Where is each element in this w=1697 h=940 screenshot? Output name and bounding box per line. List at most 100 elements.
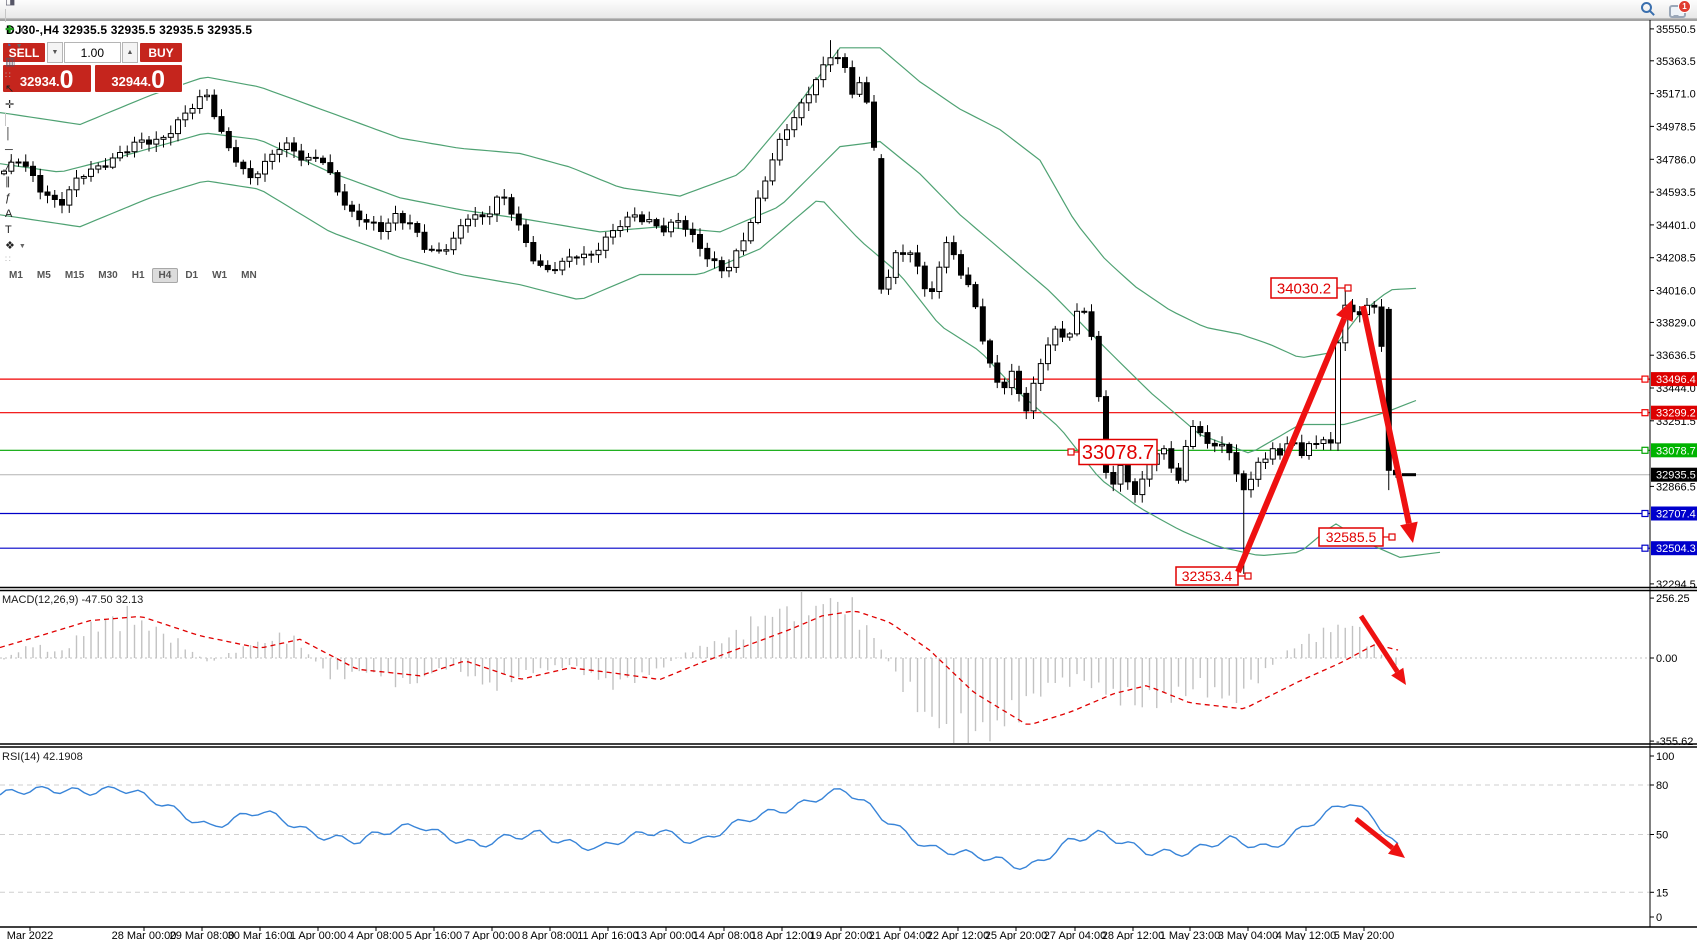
svg-text:15: 15 [1656, 887, 1668, 899]
svg-text:32294.5: 32294.5 [1656, 579, 1696, 591]
text-label-tool-glyph: T [5, 223, 12, 236]
svg-text:29 Mar 08:00: 29 Mar 08:00 [170, 930, 235, 940]
svg-text:34593.5: 34593.5 [1656, 187, 1696, 199]
svg-text:35363.5: 35363.5 [1656, 56, 1696, 68]
svg-text:0.00: 0.00 [1656, 653, 1677, 665]
horizontal-level-lines[interactable] [0, 378, 1650, 549]
vertical-line-tool[interactable]: │ [2, 126, 264, 142]
notification-badge: 1 [1678, 0, 1691, 13]
svg-text:34208.5: 34208.5 [1656, 253, 1696, 265]
trendline-tool-glyph: ╱ [5, 159, 12, 172]
svg-text:30 Mar 16:00: 30 Mar 16:00 [228, 930, 293, 940]
timeframe-m5-button[interactable]: M5 [36, 270, 51, 281]
svg-text:3 May 04:00: 3 May 04:00 [1218, 930, 1279, 940]
svg-text:34786.0: 34786.0 [1656, 154, 1696, 166]
svg-text:34016.0: 34016.0 [1656, 286, 1696, 298]
svg-text:Mar 2022: Mar 2022 [7, 930, 53, 940]
svg-text:18 Apr 12:00: 18 Apr 12:00 [751, 930, 813, 940]
rsi-indicator-label: RSI(14) 42.1908 [2, 751, 83, 763]
svg-text:4 Apr 08:00: 4 Apr 08:00 [348, 930, 404, 940]
timeframe-h1-button[interactable]: H1 [131, 270, 145, 281]
annotation-price-label: 33078.7 [1082, 442, 1154, 464]
toolbar-separator [5, 113, 6, 126]
text-tool[interactable]: A [2, 206, 264, 222]
data-window-icon[interactable]: ◨ [2, 0, 264, 9]
one-click-price-row: 32934. 0 32944. 0 [2, 64, 183, 93]
vertical-line-tool-glyph: │ [5, 127, 12, 140]
horizontal-line-tool-glyph: ─ [5, 143, 13, 156]
cursor-tool-glyph: ↖ [5, 82, 15, 95]
periods-button-glyph: ◔ [5, 39, 12, 52]
horizontal-line-tool[interactable]: ─ [2, 142, 264, 158]
svg-text:32935.5: 32935.5 [1656, 470, 1696, 482]
search-glass-glyph [1641, 2, 1652, 13]
annotation-price-label: 34030.2 [1277, 280, 1331, 297]
svg-text:13 Apr 00:00: 13 Apr 00:00 [635, 930, 697, 940]
search-icon[interactable] [1641, 2, 1655, 16]
toolbar-separator [5, 9, 6, 22]
buy-button[interactable]: BUY [139, 42, 183, 63]
arrows-tool[interactable]: ❖ ▼ [2, 238, 264, 254]
svg-text:32707.4: 32707.4 [1656, 509, 1696, 521]
timeframe-w1-button[interactable]: W1 [212, 270, 228, 281]
cursor-tool[interactable]: ↖ [2, 81, 264, 97]
macd-panel[interactable] [0, 592, 1650, 743]
timeframe-mn-button[interactable]: MN [241, 270, 257, 281]
toolbar: ◫✚新订单✦▦◉▶自动交易∷▤▮≈⊕⊖▦◧◨✚▼◔▼▥∷↖✛│─╱∥ƒAT❖▼∷… [0, 0, 1697, 283]
price-annotations[interactable]: 34030.2 33078.7 32585.5 32353.4 [1067, 277, 1396, 586]
candlesticks [1, 40, 1399, 574]
add-indicator-button[interactable]: ✚ ▼ [2, 22, 264, 38]
volume-increase-button[interactable]: ▲ [122, 42, 138, 63]
svg-text:50: 50 [1656, 830, 1668, 842]
svg-text:0: 0 [1656, 912, 1662, 924]
chat-icon[interactable]: 1 [1669, 0, 1691, 18]
timeframe-m1-button[interactable]: M1 [9, 270, 23, 281]
toolbar-grip: ∷ [5, 254, 11, 264]
sell-button[interactable]: SELL [2, 42, 46, 63]
svg-text:28 Mar 00:00: 28 Mar 00:00 [112, 930, 177, 940]
svg-text:21 Apr 04:00: 21 Apr 04:00 [869, 930, 931, 940]
timeframe-m15-button[interactable]: M15 [64, 270, 85, 281]
templates-button[interactable]: ▥ [2, 54, 264, 70]
buy-price[interactable]: 32944. 0 [93, 64, 183, 93]
toolbar-grip: ∷ [5, 70, 11, 80]
timeframe-d1-button[interactable]: D1 [185, 270, 199, 281]
svg-text:5 May 20:00: 5 May 20:00 [1334, 930, 1395, 940]
arrows-tool-glyph: ❖ [5, 239, 15, 252]
trend-arrows[interactable] [1235, 300, 1418, 858]
chart-symbol-header: DJ30-,H4 32935.5 32935.5 32935.5 32935.5 [6, 23, 253, 37]
text-label-tool[interactable]: T [2, 222, 264, 238]
svg-text:32504.3: 32504.3 [1656, 543, 1696, 555]
one-click-trading-panel: SELL ▼ 1.00 ▲ BUY 32934. 0 32944. 0 [2, 42, 183, 93]
rsi-panel[interactable] [0, 784, 1650, 893]
fibonacci-tool-glyph: ƒ [5, 191, 12, 204]
timeframe-m30-button[interactable]: M30 [98, 270, 118, 281]
sell-price-big-digit: 0 [59, 65, 74, 94]
volume-decrease-button[interactable]: ▼ [47, 42, 63, 63]
toolbar-right: 1 [1641, 0, 1695, 18]
svg-text:35171.0: 35171.0 [1656, 89, 1696, 101]
volume-input[interactable]: 1.00 [64, 42, 121, 63]
macd-indicator-label: MACD(12,26,9) -47.50 32.13 [2, 594, 144, 606]
chevron-down-icon: ▼ [18, 26, 26, 34]
svg-text:19 Apr 20:00: 19 Apr 20:00 [810, 930, 872, 940]
channel-tool[interactable]: ∥ [2, 174, 264, 190]
fibonacci-tool[interactable]: ƒ [2, 190, 264, 206]
one-click-top-row: SELL ▼ 1.00 ▲ BUY [2, 42, 183, 63]
timeframe-h4-button[interactable]: H4 [151, 268, 179, 283]
svg-text:80: 80 [1656, 780, 1668, 792]
buy-price-main: 32944. [111, 73, 152, 89]
periods-button[interactable]: ◔ ▼ [2, 38, 264, 54]
trendline-tool[interactable]: ╱ [2, 158, 264, 174]
svg-text:4 May 12:00: 4 May 12:00 [1276, 930, 1337, 940]
macd-signal-line [0, 610, 1399, 725]
sell-price[interactable]: 32934. 0 [2, 64, 92, 93]
price-axis[interactable]: 35550.5 35363.5 35171.0 34978.5 34786.0 34593… [1641, 24, 1697, 924]
crosshair-tool[interactable]: ✛ [2, 97, 264, 113]
svg-text:35550.5: 35550.5 [1656, 24, 1696, 36]
svg-text:7 Apr 00:00: 7 Apr 00:00 [464, 930, 520, 940]
svg-text:25 Apr 20:00: 25 Apr 20:00 [985, 930, 1047, 940]
